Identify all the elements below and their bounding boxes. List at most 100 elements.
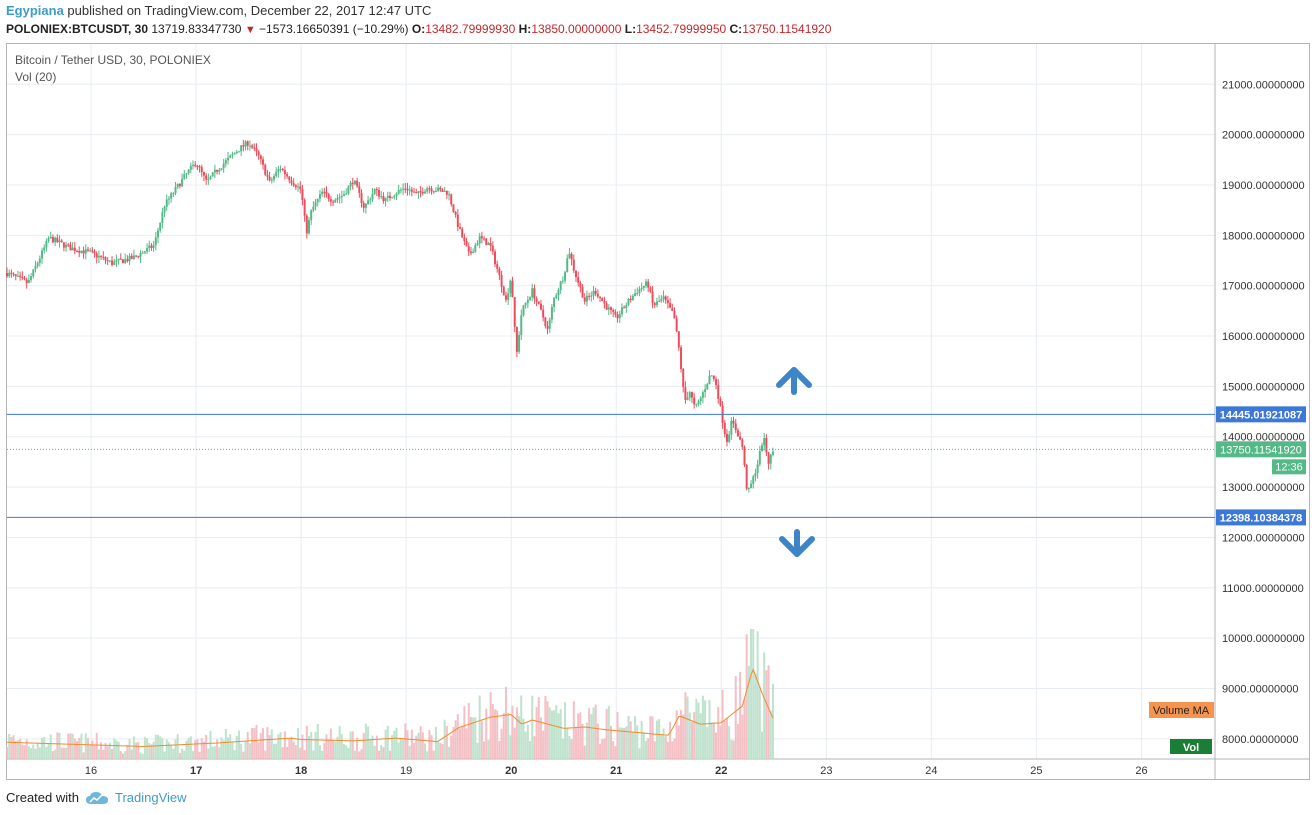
- volume-bar: [452, 727, 455, 759]
- volume-bar: [248, 743, 251, 759]
- candle-body: [601, 297, 604, 302]
- candle-body: [402, 188, 405, 190]
- volume-bar: [255, 725, 258, 759]
- volume-bar: [443, 719, 446, 759]
- volume-bar: [213, 746, 216, 759]
- volume-bar: [610, 725, 612, 759]
- candle-body: [108, 260, 111, 262]
- volume-bar: [6, 747, 8, 759]
- candle-body: [71, 247, 74, 251]
- volume-bar: [231, 742, 234, 759]
- y-tick-label: 14000.00000000: [1222, 432, 1305, 444]
- volume-bar: [601, 739, 604, 759]
- volume-bar: [97, 749, 100, 759]
- volume-bar: [54, 749, 57, 759]
- candle-body: [489, 243, 492, 246]
- author-link[interactable]: Egypiana: [6, 3, 64, 18]
- candle-body: [675, 318, 678, 332]
- chart-frame[interactable]: [6, 43, 1310, 780]
- candle-body: [356, 180, 359, 187]
- volume-bar: [725, 718, 728, 759]
- volume-bar: [614, 746, 617, 759]
- level-price-label: 14445.01921087: [1220, 409, 1303, 421]
- candle-body: [189, 165, 192, 170]
- candle-body: [699, 397, 702, 402]
- candle-body: [104, 257, 107, 261]
- volume-bar: [303, 750, 306, 759]
- volume-bar: [502, 713, 505, 759]
- volume-bar: [524, 731, 527, 759]
- volume-bar: [347, 747, 350, 759]
- volume-bar: [8, 733, 11, 759]
- volume-bar: [321, 750, 324, 759]
- candle-body: [671, 307, 674, 311]
- candle-body: [568, 253, 571, 259]
- candle-body: [38, 258, 41, 263]
- candle-body: [286, 174, 289, 177]
- candle-body: [65, 244, 68, 248]
- volume-bar: [745, 634, 748, 759]
- candle-body: [596, 293, 599, 297]
- volume-bar: [170, 744, 173, 759]
- volume-bar: [126, 745, 129, 759]
- candle-body: [723, 422, 726, 434]
- candle-body: [115, 260, 118, 262]
- volume-bar: [474, 717, 477, 759]
- volume-bar: [544, 695, 547, 759]
- candle-body: [579, 282, 582, 288]
- tradingview-cloud-icon: [85, 791, 108, 804]
- candle-body: [128, 255, 131, 262]
- candle-body: [612, 309, 615, 312]
- candle-body: [529, 297, 532, 300]
- volume-bar: [30, 748, 33, 759]
- candle-body: [710, 375, 713, 377]
- volume-bar: [690, 721, 693, 759]
- candle-body: [456, 214, 459, 228]
- candle-body: [463, 237, 466, 242]
- candle-body: [474, 245, 477, 252]
- candle-body: [242, 145, 245, 147]
- volume-bar: [763, 652, 766, 759]
- volume-bar: [732, 740, 735, 759]
- candle-body: [743, 447, 746, 465]
- candle-body: [599, 296, 602, 298]
- candle-body: [310, 210, 313, 221]
- volume-bar: [428, 729, 431, 759]
- volume-legend: Vol (20): [15, 70, 57, 84]
- volume-bar: [362, 732, 365, 759]
- volume-bar: [404, 723, 407, 759]
- volume-bar: [767, 665, 770, 759]
- candle-body: [62, 242, 65, 248]
- volume-bar: [294, 745, 297, 759]
- tradingview-link[interactable]: TradingView: [114, 790, 187, 805]
- candle-body: [106, 260, 109, 262]
- volume-bar: [684, 692, 687, 759]
- candle-body: [494, 251, 497, 265]
- candle-body: [448, 194, 451, 196]
- volume-bar: [577, 713, 580, 759]
- candle-body: [767, 452, 770, 464]
- candle-body: [97, 255, 100, 258]
- volume-bar: [620, 727, 623, 759]
- candle-body: [386, 195, 389, 198]
- candle-body: [531, 288, 534, 298]
- x-tick-label: 17: [190, 765, 202, 777]
- volume-bar: [378, 750, 381, 759]
- candle-body: [555, 295, 558, 299]
- candle-body: [487, 243, 490, 246]
- candle-body: [765, 438, 768, 453]
- candle-body: [478, 236, 481, 244]
- candle-body: [288, 176, 291, 181]
- volume-bar: [286, 746, 289, 759]
- volume-bar: [353, 750, 356, 759]
- candle-body: [688, 392, 691, 398]
- candle-body: [763, 438, 766, 446]
- volume-bar: [426, 751, 429, 759]
- volume-bar: [84, 733, 87, 759]
- low-value: 13452.79999950: [636, 22, 727, 36]
- x-tick-label: 26: [1135, 765, 1147, 777]
- volume-bar: [483, 741, 486, 759]
- candle-body: [771, 451, 774, 455]
- volume-bar: [450, 735, 453, 759]
